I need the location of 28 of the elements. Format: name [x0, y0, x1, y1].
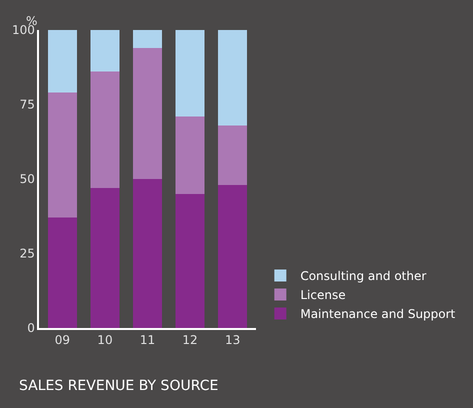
x-tick-label: 12 [182, 333, 198, 348]
bar [133, 30, 162, 48]
text: SALES REVENUE BY SOURCE [19, 378, 218, 394]
bar [133, 48, 162, 179]
x-tick-label: 09 [54, 333, 70, 348]
bar [218, 184, 248, 328]
bar [218, 30, 248, 126]
legend-label: Maintenance and Support [300, 307, 456, 322]
bar [90, 188, 120, 328]
x-tick-label: 13 [224, 333, 240, 348]
bar [176, 194, 205, 328]
bar [133, 179, 162, 328]
bar [176, 116, 205, 194]
x-tick-label: 11 [140, 333, 156, 348]
bar [176, 30, 205, 116]
y-tick-label: 75 [20, 98, 35, 112]
y-tick-label: 50 [20, 172, 35, 186]
bar [48, 218, 77, 328]
bar [218, 125, 248, 185]
legend-label: Consulting and other [300, 269, 426, 284]
bar [48, 30, 77, 93]
bar [90, 72, 120, 188]
legend-label: License [300, 288, 346, 302]
x-tick-label: 10 [97, 333, 113, 348]
bar [48, 92, 77, 218]
bar [90, 30, 120, 72]
y-tick-label: 0 [27, 321, 35, 336]
y-tick-label: 25 [20, 246, 35, 261]
